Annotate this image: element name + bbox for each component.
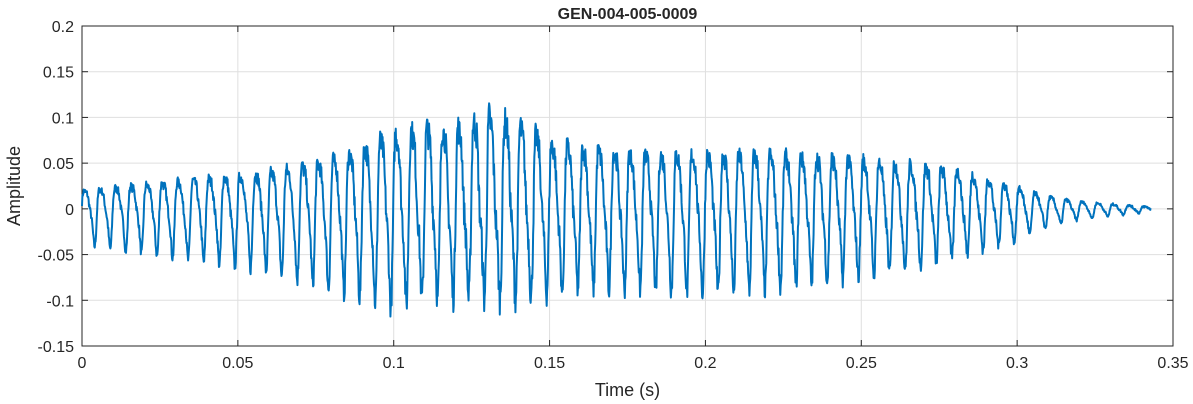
x-tick-label: 0.05	[222, 355, 253, 372]
y-tick-label: 0.05	[43, 156, 74, 173]
y-tick-label: 0.2	[52, 19, 74, 36]
x-tick-label: 0.35	[1157, 355, 1188, 372]
y-tick-label: -0.15	[38, 339, 75, 356]
waveform-series-line	[81, 102, 1152, 318]
x-tick-label: 0.2	[694, 355, 716, 372]
y-axis-label: Amplitude	[4, 146, 24, 226]
x-tick-label: 0.15	[534, 355, 565, 372]
x-axis-label: Time (s)	[595, 380, 660, 400]
y-tick-label: -0.1	[46, 293, 74, 310]
y-tick-label: 0	[65, 202, 74, 219]
ticks	[81, 25, 1174, 347]
plot-area	[81, 25, 1174, 347]
y-tick-label: -0.05	[38, 248, 75, 265]
chart-title: GEN-004-005-0009	[558, 6, 698, 23]
y-tick-label: 0.15	[43, 65, 74, 82]
x-tick-label: 0	[78, 355, 87, 372]
tick-labels: 0 0.05 0.1 0.15 0.2 0.25 0.3 0.35 -0.15 -0.1 -0.05…	[38, 19, 1189, 372]
x-tick-label: 0.1	[383, 355, 405, 372]
x-tick-label: 0.3	[1006, 355, 1028, 372]
y-tick-label: 0.1	[52, 110, 74, 127]
x-tick-label: 0.25	[846, 355, 877, 372]
